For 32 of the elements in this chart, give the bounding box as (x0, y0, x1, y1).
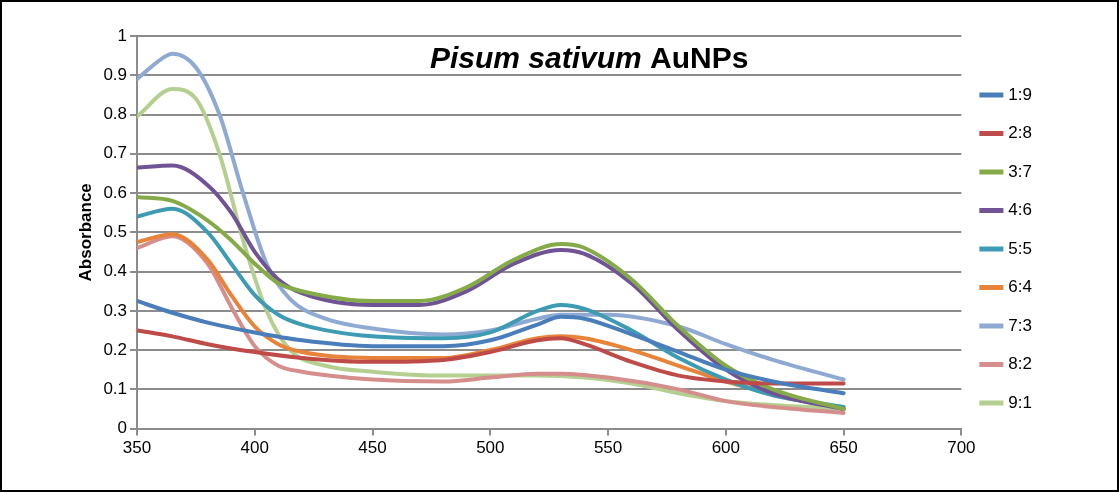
legend-label: 8:2 (1008, 354, 1033, 374)
y-tick-label: 0.5 (103, 221, 128, 241)
x-tick-label: 450 (358, 438, 387, 458)
x-tick-label: 650 (829, 438, 858, 458)
x-tick-label: 700 (947, 438, 976, 458)
y-tick-label: 0.3 (103, 300, 128, 320)
x-tick-label: 400 (240, 438, 269, 458)
legend-label: 4:6 (1008, 200, 1033, 220)
chart-title: Pisum sativum AuNPs (429, 41, 749, 74)
legend-label: 3:7 (1008, 161, 1033, 181)
y-tick-label: 0.2 (103, 339, 128, 359)
y-tick-label: 0.1 (103, 379, 128, 399)
x-tick-label: 600 (711, 438, 741, 458)
legend-label: 5:5 (1008, 238, 1033, 258)
legend-label: 9:1 (1008, 392, 1033, 412)
y-tick-label: 0.7 (103, 143, 128, 163)
y-tick-label: 0.9 (103, 64, 128, 84)
legend-label: 2:8 (1008, 123, 1033, 143)
x-tick-label: 550 (593, 438, 623, 458)
y-tick-label: 1 (117, 25, 128, 45)
y-tick-label: 0 (117, 418, 128, 438)
y-tick-label: 0.6 (103, 182, 128, 202)
x-tick-label: 350 (122, 438, 152, 458)
y-tick-label: 0.4 (103, 261, 128, 281)
legend-label: 6:4 (1008, 277, 1033, 297)
legend-label: 1:9 (1008, 84, 1033, 104)
line-series (137, 328, 846, 386)
x-tick-label: 500 (476, 438, 505, 458)
legend-label: 7:3 (1008, 315, 1033, 335)
line-series (137, 299, 846, 396)
y-axis-title: Absorbance (75, 183, 95, 282)
y-tick-label: 0.8 (103, 104, 128, 124)
